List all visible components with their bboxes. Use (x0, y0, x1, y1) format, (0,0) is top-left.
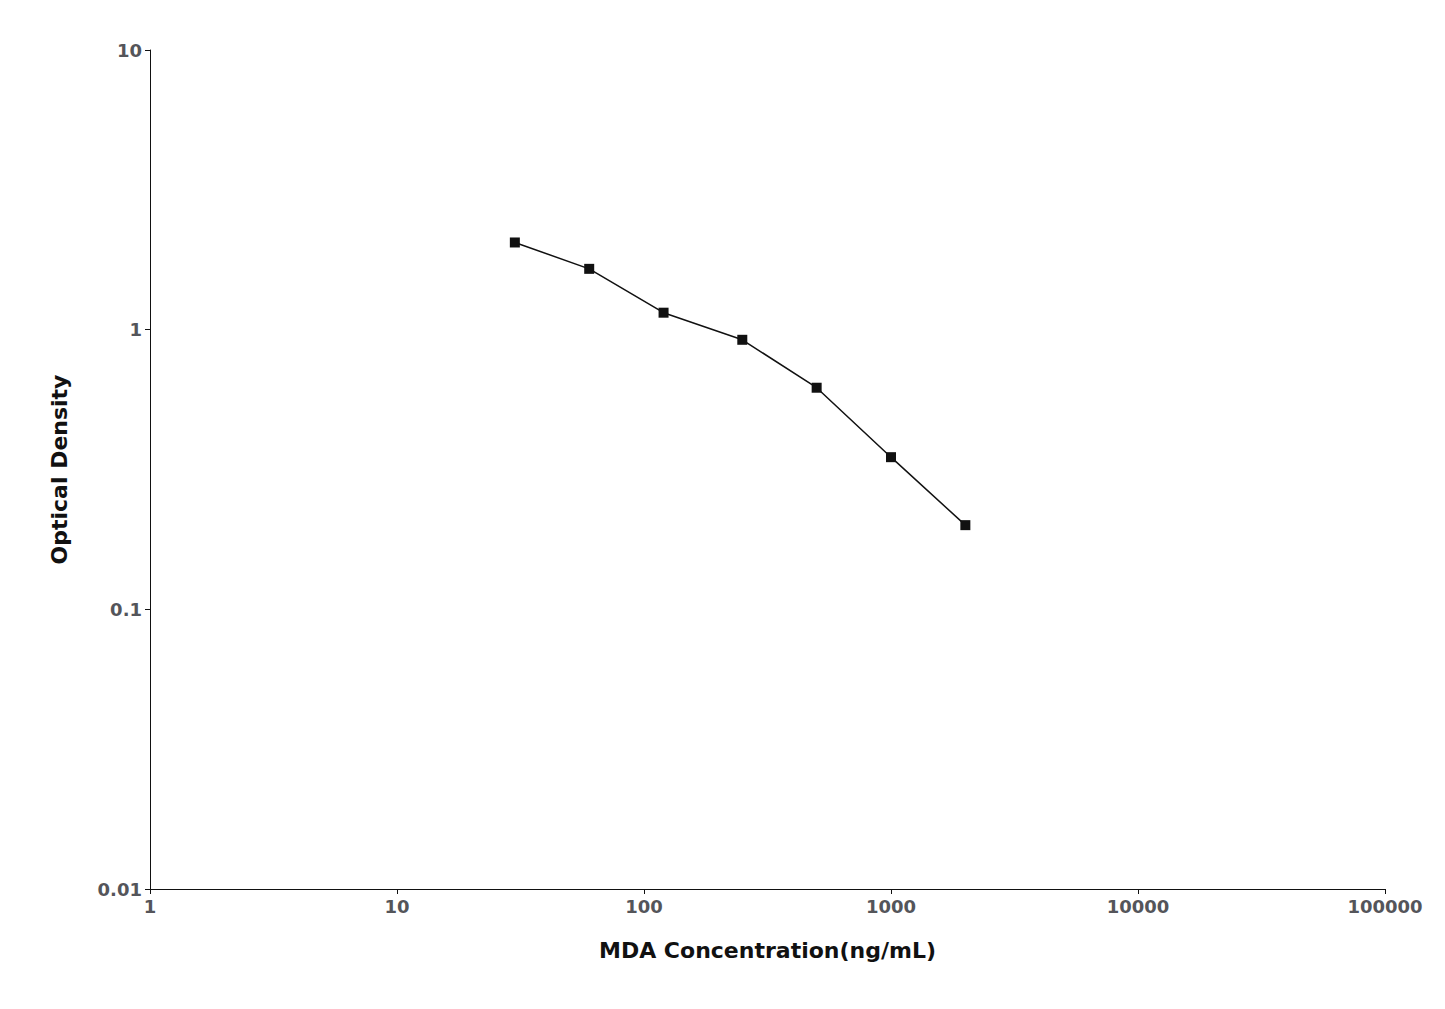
svg-text:100: 100 (625, 896, 663, 917)
svg-text:1: 1 (129, 319, 142, 340)
svg-text:MDA Concentration(ng/mL): MDA Concentration(ng/mL) (599, 938, 936, 963)
svg-text:100000: 100000 (1347, 896, 1422, 917)
svg-text:1: 1 (144, 896, 157, 917)
svg-text:10: 10 (384, 896, 409, 917)
svg-text:10: 10 (117, 40, 142, 61)
svg-text:1000: 1000 (866, 896, 916, 917)
svg-text:Optical Density: Optical Density (47, 375, 72, 565)
svg-text:0.1: 0.1 (110, 599, 142, 620)
svg-text:0.01: 0.01 (98, 879, 142, 900)
svg-text:10000: 10000 (1107, 896, 1170, 917)
